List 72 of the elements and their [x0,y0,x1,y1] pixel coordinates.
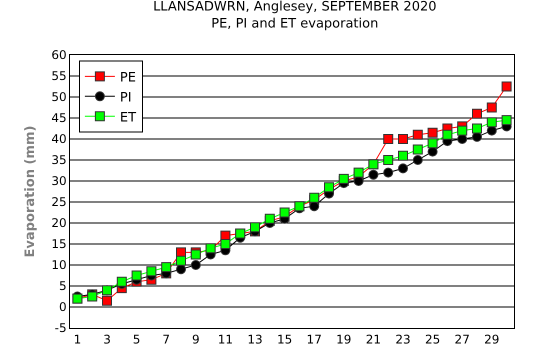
point [398,134,408,144]
point [368,170,378,180]
point [146,266,156,276]
x-tick-label: 19 [336,332,352,346]
y-axis-title: Evaporation (mm) [23,126,38,258]
point [412,155,423,165]
x-tick-label: 17 [306,332,322,346]
point [398,163,408,174]
x-tick-label: 21 [366,332,382,346]
point [398,150,408,161]
point [472,108,482,119]
y-tick-label: 0 [58,300,67,314]
point [132,270,142,280]
point [190,260,201,270]
point [442,130,452,140]
point [250,222,260,232]
point [220,239,230,249]
point [280,208,290,218]
point [428,146,438,157]
x-tick-label: 11 [218,332,234,346]
point [354,176,364,186]
x-tick-label: 7 [162,332,170,346]
chart-subtitle: PE, PI and ET evaporation [211,16,378,32]
point [457,126,468,136]
point [502,82,512,92]
y-tick-label: 25 [51,195,67,210]
x-tick-label: 27 [454,332,470,346]
x-tick-label: 9 [192,332,200,346]
y-tick-label: 15 [51,237,67,252]
point [190,250,201,260]
point [102,296,112,306]
chart-title: LLANSADWRN, Anglesey, SEPTEMBER 2020 [153,0,437,15]
x-tick-label: 29 [484,332,500,346]
point [87,292,98,302]
x-tick-label: 15 [276,332,292,346]
point [383,134,394,144]
y-tick-label: 50 [51,90,67,104]
legend-label: PE [120,70,136,86]
legend-label: PI [120,90,132,106]
point [486,126,497,136]
x-tick-label: 13 [247,332,263,346]
point [502,115,512,126]
y-tick-label: 60 [51,48,67,62]
y-tick-label: 20 [51,216,67,230]
point [383,168,394,178]
point [412,144,423,154]
point [161,262,172,272]
point [412,130,423,140]
legend-label: ET [120,110,136,126]
y-tick-label: 5 [58,279,67,294]
point [486,102,497,112]
x-tick-label: 5 [132,332,140,346]
y-tick-label: 55 [51,69,67,84]
x-tick-label: 23 [395,332,411,346]
x-tick-label: 3 [103,332,111,346]
y-tick-label: 45 [51,111,67,126]
point [472,124,482,134]
point [486,117,497,128]
x-tick-label: 1 [74,332,82,346]
point [428,138,438,148]
point [383,155,394,165]
x-tick-label: 25 [424,332,440,346]
y-tick-label: 10 [51,258,67,272]
y-tick-label: 30 [51,174,67,188]
point [176,256,186,266]
y-tick-label: 40 [51,132,67,146]
point [457,134,468,144]
y-tick-label: 35 [51,153,67,168]
point [428,128,438,138]
point [338,174,349,184]
point [354,168,364,178]
y-tick-label: -5 [54,321,67,336]
